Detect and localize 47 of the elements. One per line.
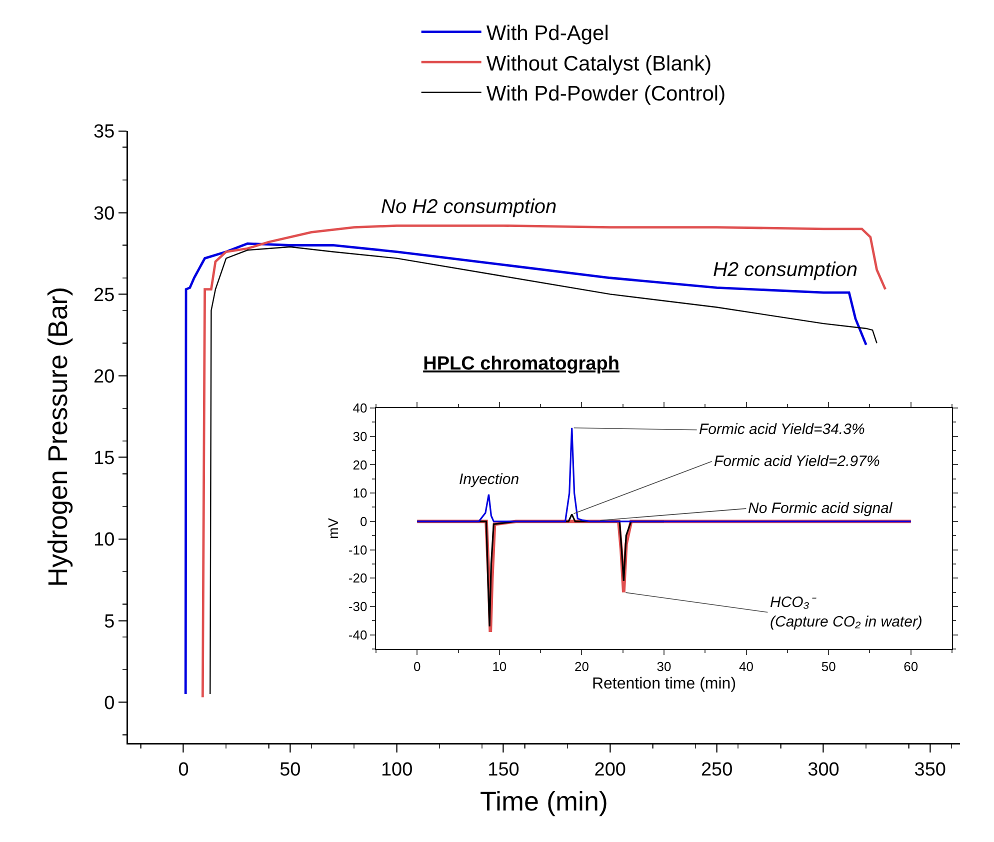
x-tick-label: 200 <box>594 759 626 780</box>
annotation: HCO₃⁻ (Capture CO₂ in water) <box>770 594 922 630</box>
x-tick-label: 0 <box>414 658 421 674</box>
y-axis-title: Hydrogen Pressure (Bar) <box>42 286 73 588</box>
y-tick-label: 35 <box>94 122 115 143</box>
y-tick-label: 25 <box>94 284 115 306</box>
x-tick-label: 100 <box>380 759 413 780</box>
y-tick-label: 10 <box>94 530 115 551</box>
x-tick-label: 40 <box>739 658 754 674</box>
annotation: H2 consumption <box>713 259 858 281</box>
y-tick-label: 30 <box>94 203 115 224</box>
y-tick-label: 0 <box>360 514 368 529</box>
annotation: No H2 consumption <box>381 196 557 218</box>
y-tick-label: 20 <box>352 457 368 472</box>
x-tick-label: 60 <box>904 658 918 674</box>
x-tick-label: 250 <box>700 759 733 780</box>
y-tick-label: 20 <box>94 366 115 388</box>
x-tick-label: 50 <box>821 658 836 674</box>
x-tick-label: 150 <box>488 759 520 780</box>
annotation: Formic acid Yield=34.3% <box>699 421 865 438</box>
x-tick-label: 50 <box>280 759 301 780</box>
annotation: No Formic acid signal <box>748 500 893 517</box>
y-tick-label: 15 <box>94 448 115 470</box>
x-tick-label: 300 <box>808 759 840 780</box>
x-tick-label: 10 <box>492 658 507 674</box>
y-tick-label: 30 <box>352 428 368 444</box>
x-axis-title: Retention time (min) <box>592 675 736 692</box>
x-tick-label: 350 <box>914 759 946 780</box>
legend-label: With Pd-Agel <box>486 22 609 45</box>
y-tick-label: 10 <box>352 486 368 501</box>
x-tick-label: 20 <box>574 658 589 674</box>
y-tick-label: -30 <box>348 599 368 614</box>
y-tick-label: 40 <box>352 400 368 416</box>
y-axis-title: mV <box>325 517 342 539</box>
x-tick-label: 0 <box>178 759 189 780</box>
y-tick-label: 0 <box>104 692 115 714</box>
annotation: Formic acid Yield=2.97% <box>714 453 880 470</box>
y-tick-label: 5 <box>104 611 115 632</box>
legend-label: Without Catalyst (Blank) <box>486 52 712 76</box>
x-axis-title: Time (min) <box>480 786 608 816</box>
chart-title: HPLC chromatograph <box>423 354 620 374</box>
y-tick-label: -10 <box>348 542 368 558</box>
x-tick-label: 30 <box>656 658 672 674</box>
annotation: Inyection <box>459 471 520 488</box>
legend-label: With Pd-Powder (Control) <box>486 82 726 106</box>
y-tick-label: -40 <box>348 627 368 642</box>
y-tick-label: -20 <box>348 570 368 586</box>
